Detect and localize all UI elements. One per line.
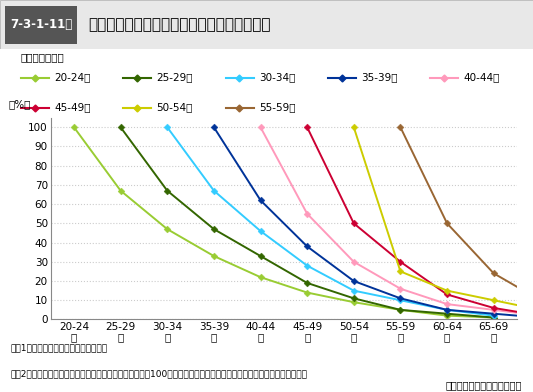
Text: 45-49歳: 45-49歳 — [54, 103, 91, 113]
Text: 55-59歳: 55-59歳 — [259, 103, 295, 113]
Text: 調査対象者の１犯目の年齢層別・犯罪継続率: 調査対象者の１犯目の年齢層別・犯罪継続率 — [88, 18, 271, 33]
Text: 30-34歳: 30-34歳 — [259, 73, 295, 83]
Text: 2　１犯目の年齢層以降犯罪を継続している者全体を100とし、各年齢層時に犯罪を継続している者の比率である。: 2 １犯目の年齢層以降犯罪を継続している者全体を100とし、各年齢層時に犯罪を継… — [11, 369, 308, 378]
Text: （１犯目年齢）: （１犯目年齢） — [21, 52, 64, 62]
Text: 注　1　法務総合研究所の調査による。: 注 1 法務総合研究所の調査による。 — [11, 343, 108, 352]
FancyBboxPatch shape — [5, 6, 77, 44]
Text: 40-44歳: 40-44歳 — [464, 73, 500, 83]
Text: （%）: （%） — [9, 100, 31, 109]
Text: 35-39歳: 35-39歳 — [361, 73, 398, 83]
Text: 25-29歳: 25-29歳 — [157, 73, 193, 83]
Text: （犯罪を継続している年齢）: （犯罪を継続している年齢） — [445, 380, 522, 390]
Text: 7-3-1-11図: 7-3-1-11図 — [10, 18, 72, 31]
Text: 20-24歳: 20-24歳 — [54, 73, 91, 83]
FancyBboxPatch shape — [0, 0, 533, 49]
Text: 50-54歳: 50-54歳 — [157, 103, 193, 113]
